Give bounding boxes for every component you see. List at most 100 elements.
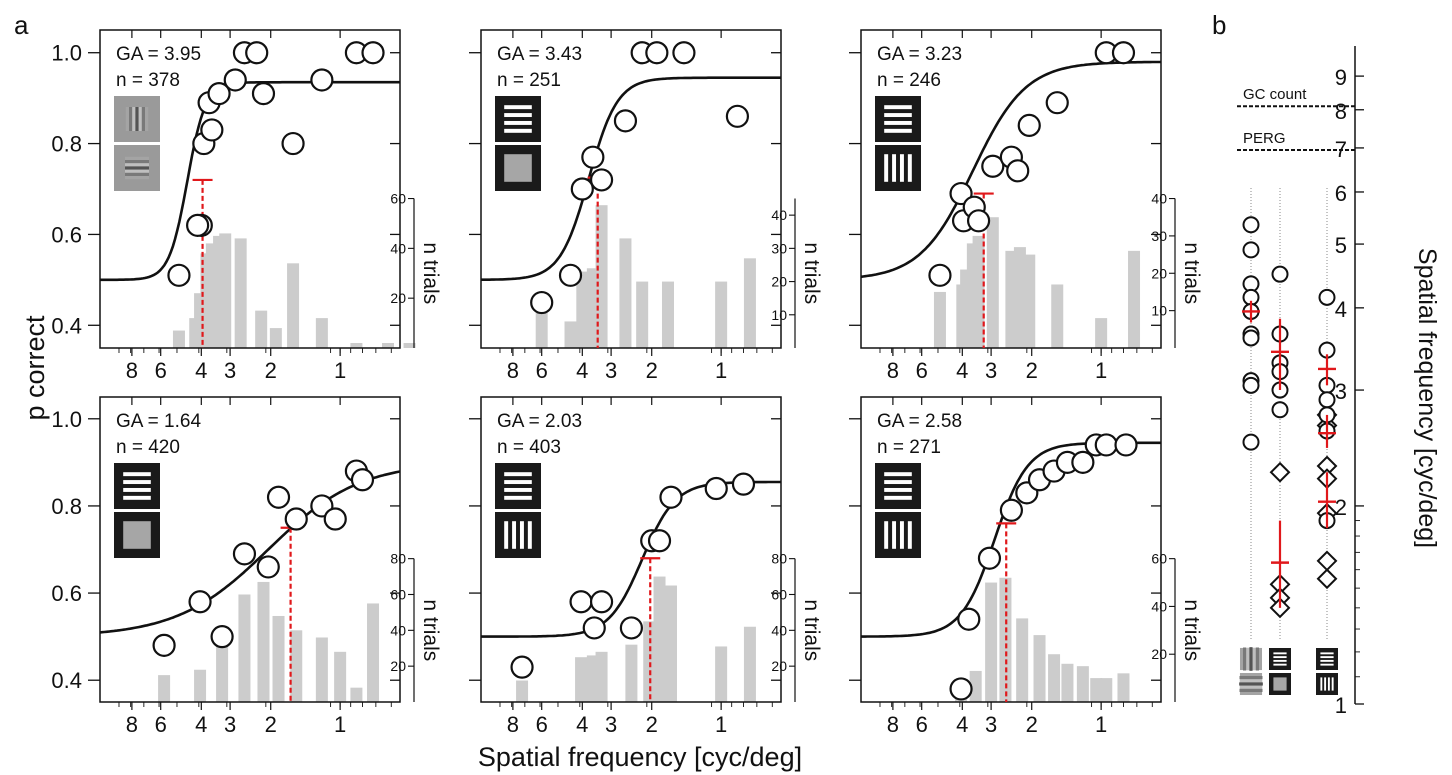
data-point [232, 542, 257, 566]
icon-stripe [1249, 647, 1253, 671]
trial-bar [619, 238, 632, 348]
icon-background [495, 512, 541, 558]
data-point [251, 81, 276, 106]
ga-annotation: GA = 2.03 [497, 411, 582, 432]
data-point [1094, 433, 1118, 457]
x-tick-label: 6 [916, 358, 928, 383]
trial-bar [643, 621, 656, 702]
panel-b-tick-label: 1 [1335, 693, 1347, 718]
data-point [645, 41, 669, 65]
trial-bar [287, 263, 300, 348]
icon-stripe [1320, 656, 1334, 659]
n-trials-tick-label: 20 [771, 274, 787, 290]
icon-stripe [504, 472, 532, 477]
data-point [672, 41, 696, 65]
x-tick-label: 1 [334, 712, 346, 737]
trial-bar [1095, 318, 1108, 348]
circle-point [1242, 433, 1260, 451]
x-tick-label: 4 [576, 712, 588, 737]
vertical-grating-icon [875, 145, 921, 191]
icon-background [1316, 673, 1338, 695]
y-tick-label: 0.4 [51, 668, 82, 693]
data-point [310, 68, 334, 92]
x-tick-label: 8 [126, 712, 138, 737]
n-trials-tick-label: 40 [390, 622, 406, 638]
trial-bar [257, 581, 270, 702]
icon-stripe [504, 113, 532, 118]
icon-stripe [141, 107, 145, 131]
icon-stripe [125, 156, 149, 160]
n-trials-label: n trials [800, 242, 823, 304]
panel-a-top-middle: 8 6 4 3 2 1 10 20 30 40 n trials GA = 3.43 n = 251 [469, 29, 823, 383]
trial-bar [1013, 247, 1026, 348]
icon-stripe [1243, 647, 1247, 671]
fit-curve [99, 470, 401, 634]
horizontal-grating-icon [1269, 648, 1291, 670]
trial-bar [403, 343, 416, 348]
y-tick-label: 0.6 [51, 581, 82, 606]
trial-bar [743, 626, 756, 702]
gray-square-icon [1269, 673, 1291, 695]
data-point [210, 625, 234, 649]
panel-a-bottom-left: 0.4 0.6 0.8 1.0 8 6 4 3 2 1 20 40 60 80 n trials GA = 1… [51, 396, 442, 737]
plot-frame [99, 396, 401, 703]
data-point [957, 607, 981, 631]
icon-background [875, 463, 921, 509]
trial-bar [1128, 250, 1141, 348]
x-tick-label: 1 [1095, 358, 1107, 383]
x-tick-label: 6 [155, 712, 167, 737]
x-tick-label: 2 [1026, 358, 1038, 383]
x-tick-label: 6 [536, 712, 548, 737]
trial-bar [1100, 678, 1113, 702]
gabor-horizontal-icon [114, 145, 160, 191]
n-annotation: n = 271 [877, 437, 941, 458]
trial-bar [661, 281, 674, 348]
n-trials-tick-label: 60 [390, 191, 406, 207]
x-tick-label: 4 [576, 358, 588, 383]
trial-bar [625, 644, 638, 702]
trial-bar [715, 646, 728, 702]
icon-stripe [884, 128, 912, 133]
x-tick-label: 2 [646, 712, 658, 737]
data-point [589, 168, 614, 192]
panel-b-tick-label: 8 [1335, 99, 1347, 124]
icon-background [875, 96, 921, 142]
n-trials-tick-label: 40 [771, 207, 787, 223]
icon-stripe [1273, 663, 1287, 666]
icon-background [1316, 648, 1338, 670]
icon-stripe [884, 120, 912, 125]
gray-square-icon [114, 512, 160, 558]
x-tick-label: 4 [195, 712, 207, 737]
vertical-grating-icon [875, 512, 921, 558]
data-point [981, 154, 1005, 178]
trial-bar [234, 238, 247, 348]
data-point [949, 677, 973, 701]
panel-b-tick-label: 4 [1335, 297, 1347, 322]
ga-annotation: GA = 3.23 [877, 44, 962, 65]
n-trials-tick-label: 30 [1151, 228, 1167, 244]
icon-background [875, 145, 921, 191]
icon-stripe [1320, 659, 1334, 662]
reference-label: GC count [1243, 86, 1307, 103]
icon-background [1269, 648, 1291, 670]
trial-bar [255, 310, 268, 348]
icon-stripe [892, 154, 897, 182]
diamond-point [1269, 461, 1291, 483]
icon-stripe [527, 521, 532, 549]
icon-stripe [504, 487, 532, 492]
icon-stripe [1239, 692, 1263, 696]
n-trials-label: n trials [1180, 242, 1203, 304]
n-trials-tick-label: 80 [390, 551, 406, 567]
data-point [928, 263, 952, 287]
trial-bar [382, 343, 395, 348]
plot-frame [480, 29, 782, 349]
gabor-horizontal-icon [1239, 672, 1263, 696]
vertical-grating-icon [495, 512, 541, 558]
n-trials-tick-label: 60 [1151, 551, 1167, 567]
icon-stripe [1239, 682, 1263, 686]
data-point [619, 616, 643, 640]
n-trials-tick-label: 60 [771, 586, 787, 602]
icon-stripe [899, 521, 904, 549]
